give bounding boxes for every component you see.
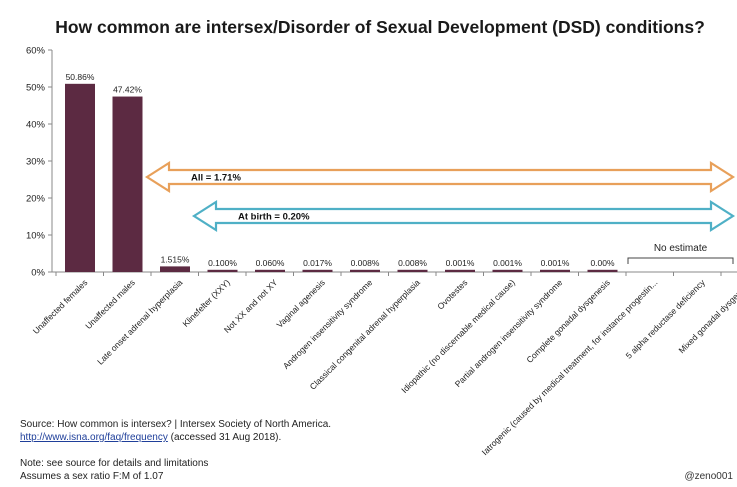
bar <box>112 96 143 273</box>
bar <box>255 269 285 272</box>
data-label: 47.42% <box>113 85 142 95</box>
chart-title: How common are intersex/Disorder of Sexu… <box>55 17 705 37</box>
arrow-at-birth-shape <box>191 199 736 233</box>
category-label: 5 alpha reductase deficiency <box>624 277 708 361</box>
accessed-text: (accessed 31 Aug 2018). <box>167 432 282 443</box>
bar <box>160 266 190 272</box>
y-tick-label: 60% <box>26 46 46 57</box>
category-label: Unaffected females <box>31 277 90 336</box>
data-label: 0.008% <box>351 258 380 268</box>
credit-text: @zeno001 <box>684 471 733 482</box>
y-tick-label: 10% <box>26 231 46 242</box>
y-tick-label: 0% <box>31 268 45 279</box>
data-label: 50.86% <box>66 72 95 82</box>
label-layer: 50.86% 47.42% 1.515% 0.100% 0.060% 0.017% 0.00… <box>66 72 615 268</box>
data-label: 0.00% <box>590 258 615 268</box>
no-estimate-bracket-line <box>627 257 734 264</box>
data-label: 0.008% <box>398 258 427 268</box>
y-tick-label: 20% <box>26 194 46 205</box>
y-tick-label: 40% <box>26 120 46 131</box>
data-label: 0.060% <box>256 258 285 268</box>
bar <box>587 269 618 272</box>
category-label: Mixed gonadal dysgenesis <box>676 277 737 355</box>
data-label: 0.001% <box>493 258 522 268</box>
source-line: Source: How common is intersex? | Inters… <box>20 418 331 431</box>
category-label: Iatrogenic (caused by medical treatment,… <box>480 277 660 457</box>
arrow-layer: All = 1.71% At birth = 0.20% <box>144 160 736 233</box>
arrow-all-shape <box>144 160 736 194</box>
data-label: 0.100% <box>208 258 237 268</box>
arrow-at-birth-label: At birth = 0.20% <box>238 212 310 223</box>
source-link[interactable]: http://www.isna.org/faq/frequency <box>20 432 168 443</box>
ratio-text: Assumes a sex ratio F:M of 1.07 <box>20 471 164 482</box>
category-label: Late onset adrenal hyperplasia <box>95 277 184 366</box>
source-link-line: http://www.isna.org/faq/frequency (acces… <box>20 431 281 444</box>
arrow-all: All = 1.71% <box>144 160 736 194</box>
bar <box>492 269 523 272</box>
category-label: Complete gonadal dysgenesis <box>524 277 612 365</box>
category-label: Androgen insensitivity syndrome <box>281 277 375 371</box>
no-estimate-bracket: No estimate <box>627 243 734 264</box>
category-label: Klinefelter (XXY) <box>180 277 232 329</box>
bar <box>302 269 333 272</box>
bar <box>65 83 95 273</box>
bar <box>350 269 380 272</box>
category-label: Ovotestes <box>435 277 469 311</box>
category-label: Unaffected males <box>83 277 137 331</box>
bar-layer <box>65 83 618 273</box>
note-text: Note: see source for details and limitat… <box>20 458 209 469</box>
category-label: Classical congenital adrenal hyperplasia <box>308 277 423 392</box>
no-estimate-label: No estimate <box>654 243 708 254</box>
y-tick-label: 30% <box>26 157 46 168</box>
category-label: Vaginal agenesis <box>274 277 326 329</box>
bar <box>397 269 428 272</box>
bar <box>540 269 570 272</box>
arrow-all-label: All = 1.71% <box>191 173 241 184</box>
data-label: 0.017% <box>303 258 332 268</box>
source-text: Source: How common is intersex? | Inters… <box>20 419 332 430</box>
bar <box>207 269 238 272</box>
data-label: 1.515% <box>161 254 190 264</box>
data-label: 0.001% <box>446 258 475 268</box>
bar <box>445 269 475 272</box>
data-label: 0.001% <box>541 258 570 268</box>
arrow-at-birth: At birth = 0.20% <box>191 199 736 233</box>
y-tick-label: 50% <box>26 83 46 94</box>
